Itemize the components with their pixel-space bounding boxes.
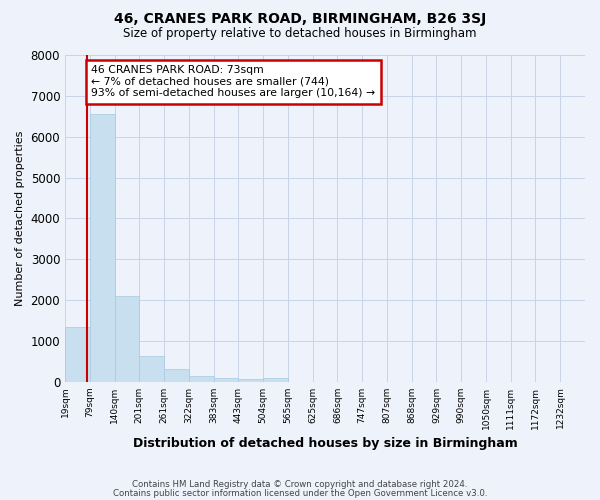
Text: 46 CRANES PARK ROAD: 73sqm
← 7% of detached houses are smaller (744)
93% of semi: 46 CRANES PARK ROAD: 73sqm ← 7% of detac… — [91, 65, 375, 98]
Bar — [214, 378, 238, 382]
Bar — [65, 328, 90, 382]
Bar — [263, 378, 288, 382]
Bar — [164, 370, 189, 382]
Bar — [90, 114, 115, 382]
Bar — [238, 379, 263, 382]
Text: 46, CRANES PARK ROAD, BIRMINGHAM, B26 3SJ: 46, CRANES PARK ROAD, BIRMINGHAM, B26 3S… — [114, 12, 486, 26]
Text: Contains public sector information licensed under the Open Government Licence v3: Contains public sector information licen… — [113, 489, 487, 498]
Bar — [139, 356, 164, 382]
Bar — [189, 376, 214, 382]
Text: Contains HM Land Registry data © Crown copyright and database right 2024.: Contains HM Land Registry data © Crown c… — [132, 480, 468, 489]
X-axis label: Distribution of detached houses by size in Birmingham: Distribution of detached houses by size … — [133, 437, 517, 450]
Bar — [115, 296, 139, 382]
Y-axis label: Number of detached properties: Number of detached properties — [15, 130, 25, 306]
Text: Size of property relative to detached houses in Birmingham: Size of property relative to detached ho… — [123, 28, 477, 40]
